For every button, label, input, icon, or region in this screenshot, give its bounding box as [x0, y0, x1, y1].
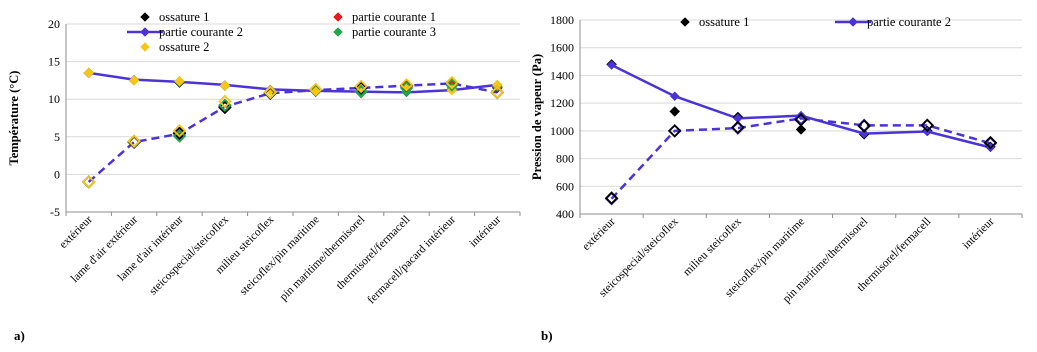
data-point-open	[263, 85, 278, 100]
legend-label: partie courante 2	[159, 25, 243, 39]
legend-label: partie courante 1	[352, 10, 436, 24]
data-point-open	[857, 119, 871, 133]
data-point-open	[172, 124, 187, 138]
data-point-open	[399, 78, 414, 92]
y-tick-label: 800	[556, 152, 574, 166]
chart-panel-b: 400 600 800 1000 1200 1400 1600 1800 extérieur st…	[525, 0, 1037, 347]
y-axis-title: Pression de vapeur (Pa)	[530, 54, 544, 180]
data-point	[795, 124, 807, 135]
data-point-open	[308, 82, 323, 97]
data-point-open	[81, 175, 96, 189]
data-point-open	[604, 191, 619, 205]
series-dashed-line	[87, 82, 498, 183]
x-category-label: steicospecial/steicoflex	[147, 213, 231, 297]
x-category-label: pin maritime/thermisorel	[278, 214, 368, 304]
data-point-open	[354, 84, 368, 99]
legend-label: ossature 1	[159, 10, 209, 24]
y-tick-label: 10	[48, 92, 60, 106]
y-tick-label: 5	[54, 130, 60, 144]
data-point	[174, 75, 185, 87]
legend-marker	[333, 27, 343, 37]
data-point	[83, 67, 95, 79]
legend-marker	[848, 17, 858, 27]
data-point	[669, 91, 680, 102]
panel-label: b)	[541, 328, 553, 343]
data-point	[219, 80, 231, 92]
data-point	[491, 79, 503, 91]
y-tick-label: -5	[50, 205, 60, 219]
legend-label: partie courante 3	[352, 25, 436, 39]
y-tick-label: 0	[54, 167, 60, 181]
vapor-pressure-chart: 40060080010001200140016001800extérieurst…	[530, 13, 1023, 343]
series-line	[88, 71, 498, 94]
data-point	[128, 75, 140, 86]
panel-label: a)	[14, 328, 25, 343]
y-tick-label: 600	[556, 179, 574, 193]
data-point	[606, 60, 617, 70]
data-point	[669, 106, 681, 117]
data-point-open	[445, 78, 459, 92]
data-point-open	[983, 135, 998, 150]
legend-marker	[680, 17, 690, 27]
data-point-open	[490, 85, 505, 100]
y-axis-title: Température (°C)	[7, 71, 21, 166]
legend-label: partie courante 2	[867, 15, 951, 29]
legend-label: ossature 2	[159, 40, 209, 54]
data-point-open	[172, 126, 187, 140]
data-point-open	[794, 111, 808, 126]
y-tick-label: 400	[556, 207, 574, 221]
x-category-label: fermacell/pacard intérieur	[365, 214, 458, 307]
data-point-open	[667, 124, 682, 138]
legend-marker	[333, 12, 343, 22]
data-point-open	[354, 81, 368, 95]
data-point	[796, 110, 806, 121]
chart-panel-a: -5 0 5 10 15 20 extérieur lame d'air extérieur l…	[0, 0, 525, 347]
data-point-open	[445, 75, 459, 90]
y-tick-label: 1000	[550, 124, 574, 138]
data-point-open	[172, 129, 187, 143]
data-point-open	[354, 79, 368, 94]
x-category-label: steicoflex/pin maritime	[238, 214, 322, 298]
x-category-label: extérieur	[580, 216, 617, 253]
data-point-open	[218, 100, 232, 115]
data-point	[859, 128, 869, 139]
data-point-open	[920, 118, 935, 133]
y-tick-label: 1800	[550, 13, 574, 27]
y-tick-label: 15	[48, 55, 60, 69]
data-point-open	[127, 134, 141, 149]
y-tick-label: 1200	[550, 96, 574, 110]
legend-marker	[140, 27, 150, 37]
x-category-label: intérieur	[961, 216, 997, 252]
series-dashed-line	[610, 117, 991, 200]
data-point-open	[794, 112, 808, 127]
legend-marker	[140, 12, 150, 22]
legend-label: ossature 1	[699, 15, 749, 29]
legend-marker	[140, 42, 150, 52]
y-tick-label: 1400	[550, 68, 574, 82]
x-category-label: milieu steicoflex	[681, 215, 744, 278]
data-point-open	[731, 120, 745, 135]
series-line	[611, 63, 991, 149]
x-category-label: intérieur	[467, 214, 503, 250]
data-point-open	[218, 94, 232, 109]
data-point	[264, 84, 276, 96]
y-tick-label: 1600	[550, 41, 574, 55]
y-tick-label: 20	[48, 17, 60, 31]
x-category-label: extérieur	[57, 214, 94, 251]
